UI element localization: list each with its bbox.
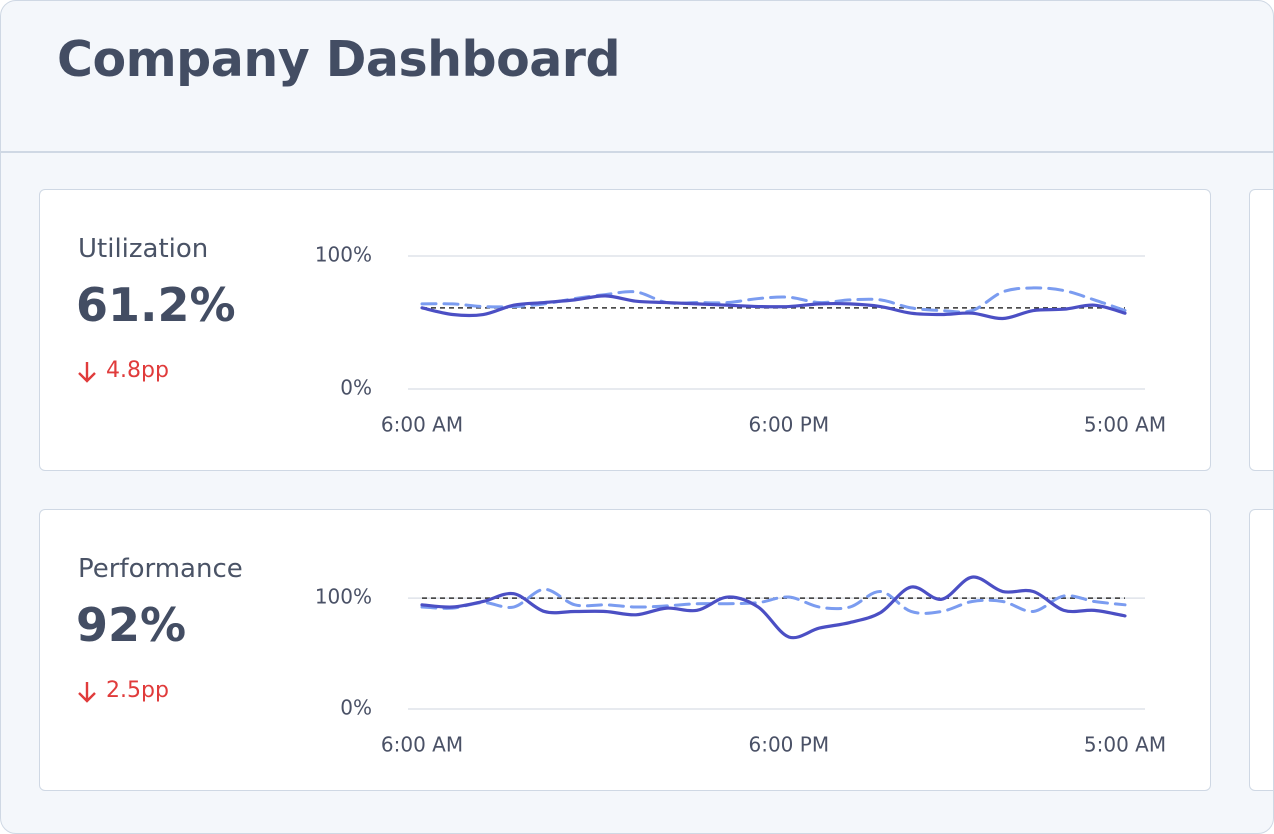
x-tick-label: 5:00 AM [1084,413,1166,437]
header: Company Dashboard [1,1,1273,153]
x-tick-label: 6:00 AM [381,413,463,437]
down-arrow-icon [78,362,96,383]
x-tick-label: 5:00 AM [1084,733,1166,757]
kpi-label: Performance [78,554,243,584]
kpi-delta: 4.8pp [106,358,169,383]
y-tick-label: 0% [340,376,372,400]
down-arrow-icon [78,682,96,703]
y-tick-label: 100% [315,243,372,267]
kpi-delta: 2.5pp [106,678,169,703]
kpi-card: Utilization 61.2% 4.8pp [39,189,1211,471]
y-tick-label: 100% [315,585,372,609]
x-tick-label: 6:00 PM [748,413,829,437]
card-partial [1249,189,1273,471]
data-line [420,587,1127,615]
kpi-label: Utilization [78,234,209,264]
x-tick-label: 6:00 PM [748,733,829,757]
kpi-value: 61.2% [76,278,236,332]
y-tick-label: 0% [340,696,372,720]
kpi-card: Performance 92% 2.5pp [39,509,1211,791]
kpi-value: 92% [76,598,187,652]
x-tick-label: 6:00 AM [381,733,463,757]
data-line [420,294,1127,321]
dashboard-title: Company Dashboard [57,31,621,88]
card-partial [1249,509,1273,791]
data-line [420,575,1127,640]
